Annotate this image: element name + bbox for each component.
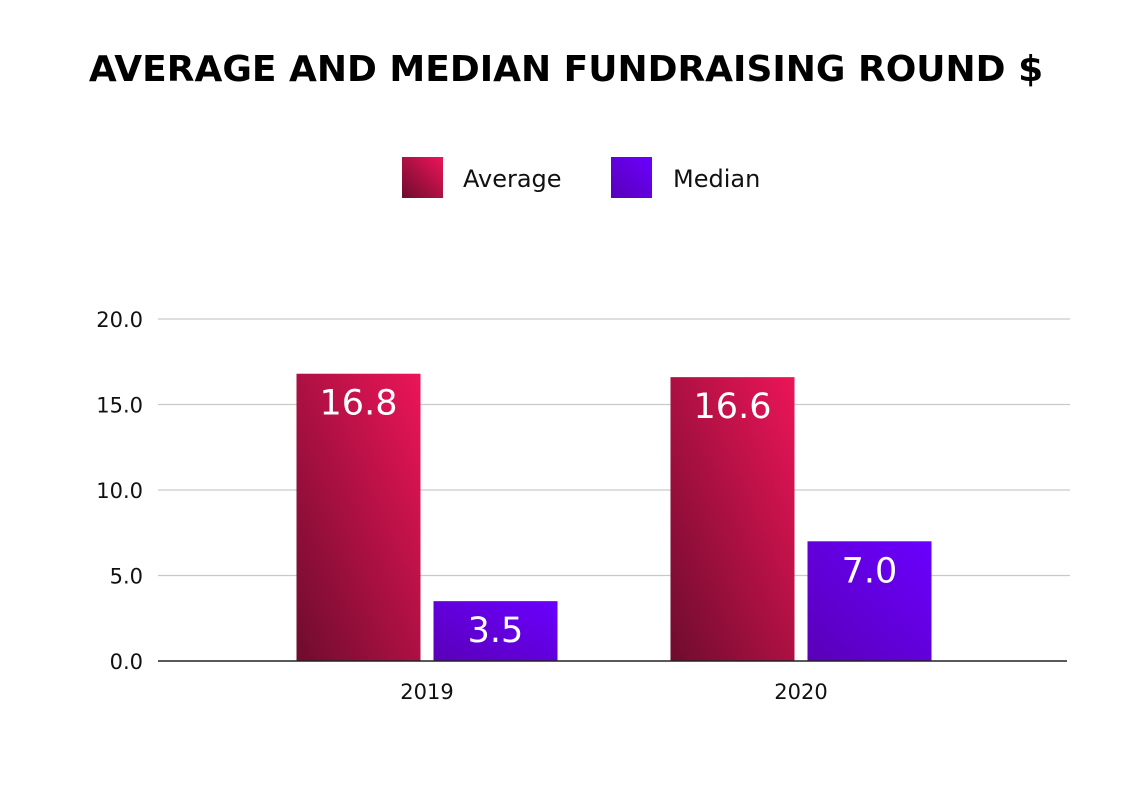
chart-title: AVERAGE AND MEDIAN FUNDRAISING ROUND $ bbox=[89, 49, 1043, 90]
bar-average-2020 bbox=[670, 377, 795, 661]
data-label-median-2020: 7.0 bbox=[842, 551, 898, 591]
bar-average-2019 bbox=[296, 373, 421, 661]
x-tick-label: 2019 bbox=[400, 680, 453, 704]
y-tick-label: 0.0 bbox=[110, 650, 143, 674]
x-tick-label: 2020 bbox=[774, 680, 827, 704]
legend-label-average: Average bbox=[463, 165, 562, 193]
data-label-average-2019: 16.8 bbox=[320, 384, 398, 424]
y-tick-label: 10.0 bbox=[96, 479, 143, 503]
y-tick-label: 15.0 bbox=[96, 394, 143, 418]
legend-swatch-average bbox=[402, 157, 443, 198]
gridlines bbox=[158, 318, 1070, 577]
bar-median-2019 bbox=[433, 601, 558, 661]
legend: Average Median bbox=[402, 157, 760, 198]
data-label-average-2020: 16.6 bbox=[694, 387, 772, 427]
data-label-median-2019: 3.5 bbox=[468, 611, 524, 651]
x-axis: 2019 2020 bbox=[158, 660, 1067, 704]
y-axis: 0.0 5.0 10.0 15.0 20.0 bbox=[96, 308, 143, 674]
bar-median-2020 bbox=[807, 541, 932, 661]
y-tick-label: 5.0 bbox=[110, 565, 143, 589]
legend-swatch-median bbox=[611, 157, 652, 198]
bars: 16.8 3.5 16.6 7.0 bbox=[296, 373, 932, 661]
y-tick-label: 20.0 bbox=[96, 308, 143, 332]
legend-label-median: Median bbox=[673, 165, 760, 193]
